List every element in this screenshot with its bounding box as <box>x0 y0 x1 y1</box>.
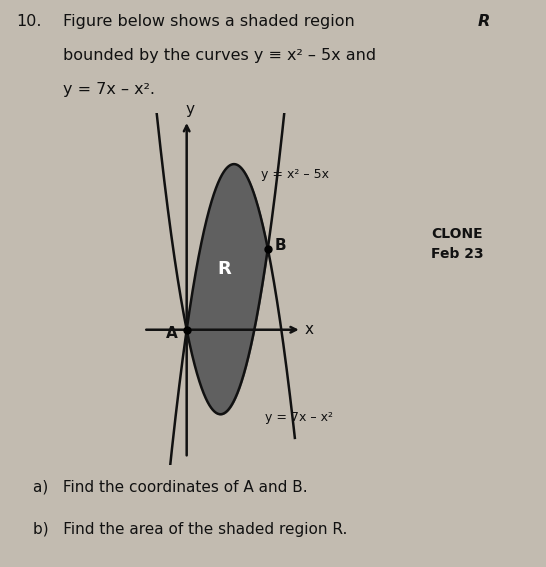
Text: Figure below shows a shaded region: Figure below shows a shaded region <box>63 14 354 29</box>
Text: x: x <box>304 322 313 337</box>
Text: R: R <box>218 260 232 278</box>
Text: B: B <box>275 238 286 253</box>
Text: bounded by the curves y ≡ x² – 5x and: bounded by the curves y ≡ x² – 5x and <box>63 48 376 63</box>
Text: 10.: 10. <box>16 14 42 29</box>
Text: R: R <box>478 14 490 29</box>
Text: a)   Find the coordinates of A and B.: a) Find the coordinates of A and B. <box>33 479 307 494</box>
Text: y = x² – 5x: y = x² – 5x <box>261 168 329 181</box>
Text: b)   Find the area of the shaded region R.: b) Find the area of the shaded region R. <box>33 522 347 536</box>
Text: y = 7x – x².: y = 7x – x². <box>63 82 155 97</box>
Text: A: A <box>165 326 177 341</box>
Text: y: y <box>186 103 194 117</box>
Text: y = 7x – x²: y = 7x – x² <box>265 411 333 424</box>
Text: CLONE
Feb 23: CLONE Feb 23 <box>431 227 484 261</box>
